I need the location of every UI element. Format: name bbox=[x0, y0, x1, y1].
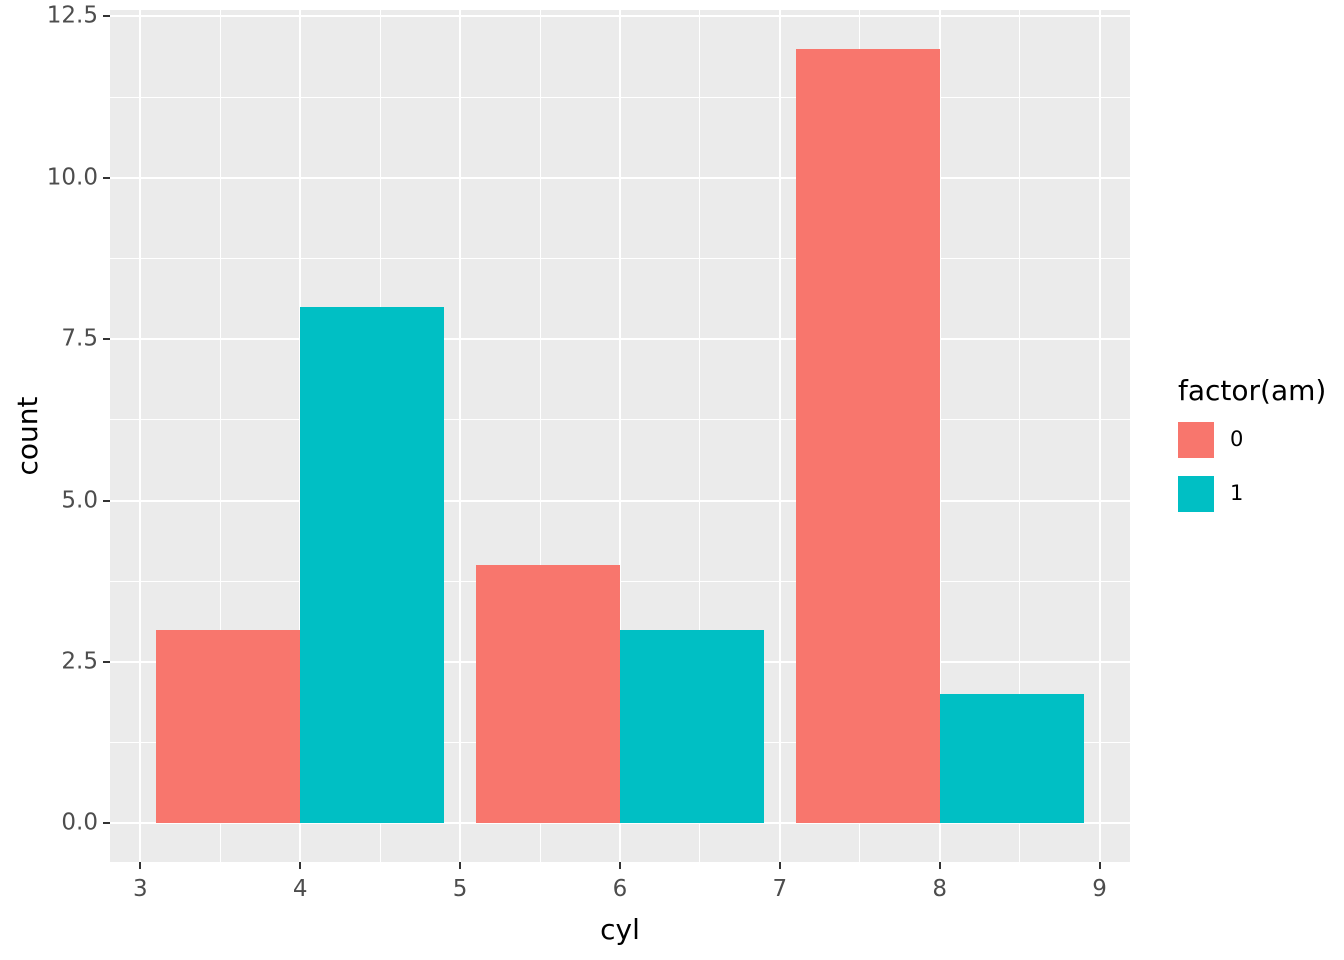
bar-am0-cyl6 bbox=[476, 565, 620, 824]
bar-am0-cyl8 bbox=[795, 48, 940, 824]
plot-panel bbox=[110, 10, 1130, 862]
bar-am0-cyl4 bbox=[156, 629, 301, 824]
bar-am1-cyl4 bbox=[300, 306, 445, 824]
y-tick-mark bbox=[103, 660, 110, 663]
x-tick-mark bbox=[1098, 862, 1101, 869]
x-tick-label: 4 bbox=[292, 876, 308, 902]
legend-entry-label: 1 bbox=[1230, 481, 1244, 506]
legend-entry: 1 bbox=[1178, 475, 1344, 512]
x-minor-gridline bbox=[219, 10, 221, 862]
x-tick-mark bbox=[299, 862, 302, 869]
y-tick-label: 5.0 bbox=[61, 487, 98, 514]
x-tick-label: 6 bbox=[612, 876, 628, 902]
bar-am1-cyl6 bbox=[620, 629, 764, 824]
x-axis-title: cyl bbox=[600, 913, 640, 946]
x-tick-label: 8 bbox=[932, 876, 948, 902]
x-tick-label: 5 bbox=[452, 876, 468, 902]
x-major-gridline bbox=[778, 10, 781, 862]
y-tick-label: 10.0 bbox=[46, 164, 98, 191]
y-tick-mark bbox=[103, 338, 110, 341]
x-major-gridline bbox=[938, 10, 941, 862]
bar-am1-cyl8 bbox=[939, 694, 1084, 824]
x-minor-gridline bbox=[539, 10, 541, 862]
x-major-gridline bbox=[1098, 10, 1101, 862]
x-major-gridline bbox=[619, 10, 621, 862]
x-tick-mark bbox=[778, 862, 781, 869]
x-minor-gridline bbox=[699, 10, 701, 862]
x-minor-gridline bbox=[1019, 10, 1021, 862]
legend-swatch-0 bbox=[1178, 421, 1214, 458]
y-tick-label: 2.5 bbox=[61, 648, 98, 675]
y-tick-mark bbox=[103, 15, 110, 18]
y-tick-label: 7.5 bbox=[61, 325, 98, 352]
x-major-gridline bbox=[459, 10, 462, 862]
y-tick-label: 12.5 bbox=[46, 2, 98, 29]
y-tick-label: 0.0 bbox=[61, 809, 98, 836]
x-tick-mark bbox=[139, 862, 142, 869]
x-tick-mark bbox=[619, 862, 621, 869]
x-tick-mark bbox=[938, 862, 941, 869]
legend-title: factor(am) bbox=[1178, 374, 1327, 407]
x-major-gridline bbox=[139, 10, 142, 862]
legend-entry-label: 0 bbox=[1230, 427, 1244, 452]
x-tick-label: 7 bbox=[772, 876, 788, 902]
y-axis-title: count bbox=[11, 396, 44, 476]
x-tick-label: 9 bbox=[1092, 876, 1107, 902]
y-tick-mark bbox=[103, 822, 110, 825]
y-tick-mark bbox=[103, 176, 110, 179]
y-tick-mark bbox=[103, 499, 110, 502]
x-tick-label: 3 bbox=[133, 876, 148, 902]
legend-entry: 0 bbox=[1178, 421, 1344, 458]
x-tick-mark bbox=[459, 862, 462, 869]
legend-swatch-1 bbox=[1178, 475, 1214, 512]
